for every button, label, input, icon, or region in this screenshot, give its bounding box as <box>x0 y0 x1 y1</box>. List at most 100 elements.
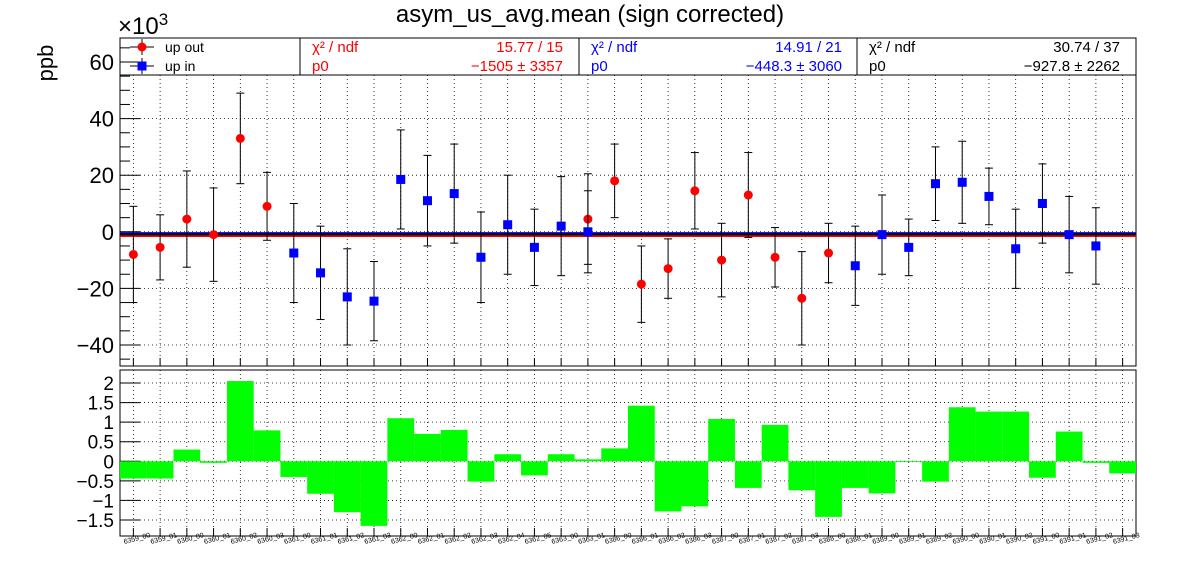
data-point-up-in <box>1091 241 1101 251</box>
x-tick-label: 6386_03 <box>685 532 713 546</box>
x-tick-label: 6386_00 <box>604 532 632 546</box>
x-tick-label: 6361_03 <box>364 532 392 546</box>
residual-bar <box>173 449 201 462</box>
residual-y-tick-label: 0 <box>103 452 114 473</box>
residual-bar <box>1029 461 1056 478</box>
data-point-up-in <box>396 174 406 184</box>
x-tick-label: 6391_01 <box>1059 532 1087 546</box>
x-tick-label: 6386_01 <box>631 532 659 546</box>
residual-y-tick-label: 1.5 <box>88 394 114 415</box>
data-point-up-in <box>369 296 379 306</box>
residual-bar <box>1055 431 1083 462</box>
data-point-up-in <box>583 227 593 237</box>
residual-bar <box>440 429 468 462</box>
residual-bar <box>226 381 254 462</box>
y-exponent-label: ×103 <box>118 10 168 40</box>
data-point-up-in <box>984 191 994 201</box>
x-tick-label: 6390_01 <box>979 532 1007 546</box>
y-tick-label: −40 <box>77 333 114 358</box>
data-point-up-out <box>262 201 272 211</box>
residual-y-tick-label: −0.5 <box>76 472 114 493</box>
residual-bar <box>868 461 896 494</box>
y-axis-label: ppb <box>33 45 58 82</box>
x-tick-label: 6362_05 <box>524 532 552 546</box>
data-point-up-in <box>957 177 967 187</box>
data-point-up-in <box>503 220 513 230</box>
x-tick-label: 6362_04 <box>497 532 525 546</box>
x-tick-label: 6388_01 <box>845 532 873 546</box>
residual-bar <box>574 459 602 462</box>
residual-bar <box>948 407 976 462</box>
residual-bar <box>708 419 735 462</box>
residual-bar <box>333 461 361 513</box>
data-point-up-out <box>690 186 700 196</box>
fit-chi-label: χ² / ndf <box>312 39 359 56</box>
x-tick-label: 6390_02 <box>1005 532 1033 546</box>
data-point-up-in <box>904 242 914 252</box>
residual-bar <box>387 418 415 462</box>
fit-chi-value: 14.91 / 21 <box>775 39 842 56</box>
x-tick-label: 6387_03 <box>791 532 819 546</box>
x-tick-label: 6391_00 <box>1032 532 1060 546</box>
x-tick-label: 6360_01 <box>203 532 231 546</box>
legend: up out up in <box>130 39 204 74</box>
x-tick-labels: 6359_006359_016360_006360_016360_026360_… <box>123 532 1141 546</box>
residual-bar <box>146 461 174 479</box>
x-tick-label: 6387_00 <box>711 532 739 546</box>
x-tick-label: 6387_01 <box>738 532 766 546</box>
residual-y-tick-label: 1 <box>103 413 114 434</box>
main-plot-panel: 60 40 20 0 −20 −40 <box>77 37 1137 367</box>
x-tick-label: 6389_01 <box>898 532 926 546</box>
fit-param-value: −927.8 ± 2262 <box>1024 58 1120 75</box>
residual-bar <box>521 461 548 476</box>
residual-plot-panel: 21.510.50−0.5−1−1.5 <box>76 369 1137 537</box>
residual-y-tick-label: −1 <box>92 491 114 512</box>
x-tick-label: 6389_00 <box>872 532 900 546</box>
residual-bar <box>360 461 388 526</box>
data-point-up-in <box>342 292 352 302</box>
fit-param-label: p0 <box>312 58 329 75</box>
data-point-up-in <box>1064 230 1074 240</box>
y-exponent-base: ×10 <box>118 13 159 40</box>
data-point-up-out <box>182 214 192 224</box>
residual-bar <box>120 461 147 479</box>
legend-label: up in <box>165 58 195 74</box>
x-tick-label: 6359_00 <box>123 532 151 546</box>
x-tick-label: 6362_01 <box>417 532 445 546</box>
residual-bar <box>734 461 762 488</box>
x-tick-label: 6360_02 <box>230 532 258 546</box>
fit-param-value: −1505 ± 3357 <box>471 58 563 75</box>
x-tick-label: 6361_00 <box>283 532 311 546</box>
y-tick-label: 20 <box>90 163 114 188</box>
residual-bar <box>841 461 869 488</box>
residual-bar <box>1082 461 1110 463</box>
data-point-up-in <box>850 261 860 271</box>
x-tick-label: 6390_00 <box>952 532 980 546</box>
fit-param-label: p0 <box>869 58 886 75</box>
residual-y-tick-label: 0.5 <box>88 433 114 454</box>
legend-marker-square <box>137 61 147 71</box>
y-tick-label: −20 <box>77 276 114 301</box>
residual-bar <box>200 461 227 463</box>
residual-bar <box>494 454 522 462</box>
legend-label: up out <box>165 39 204 55</box>
data-point-up-out <box>128 249 138 259</box>
data-point-up-out <box>610 176 620 186</box>
data-point-up-in <box>289 248 299 258</box>
residual-bar <box>761 424 789 462</box>
residual-bar <box>681 461 709 507</box>
fit-chi-label: χ² / ndf <box>869 39 916 56</box>
fit-param-value: −448.3 ± 3060 <box>746 58 842 75</box>
fit-param-label: p0 <box>591 58 608 75</box>
residual-bar <box>414 433 441 462</box>
x-tick-label: 6362_02 <box>444 532 472 546</box>
data-point-up-out <box>770 252 780 262</box>
residual-bar <box>601 448 628 462</box>
x-tick-label: 6361_01 <box>310 532 338 546</box>
x-tick-label: 6388_00 <box>818 532 846 546</box>
residual-y-tick-label: 2 <box>103 374 114 395</box>
plot-frame <box>119 37 1137 367</box>
x-tick-label: 6363_00 <box>551 532 579 546</box>
x-tick-label: 6391_03 <box>1112 532 1140 546</box>
